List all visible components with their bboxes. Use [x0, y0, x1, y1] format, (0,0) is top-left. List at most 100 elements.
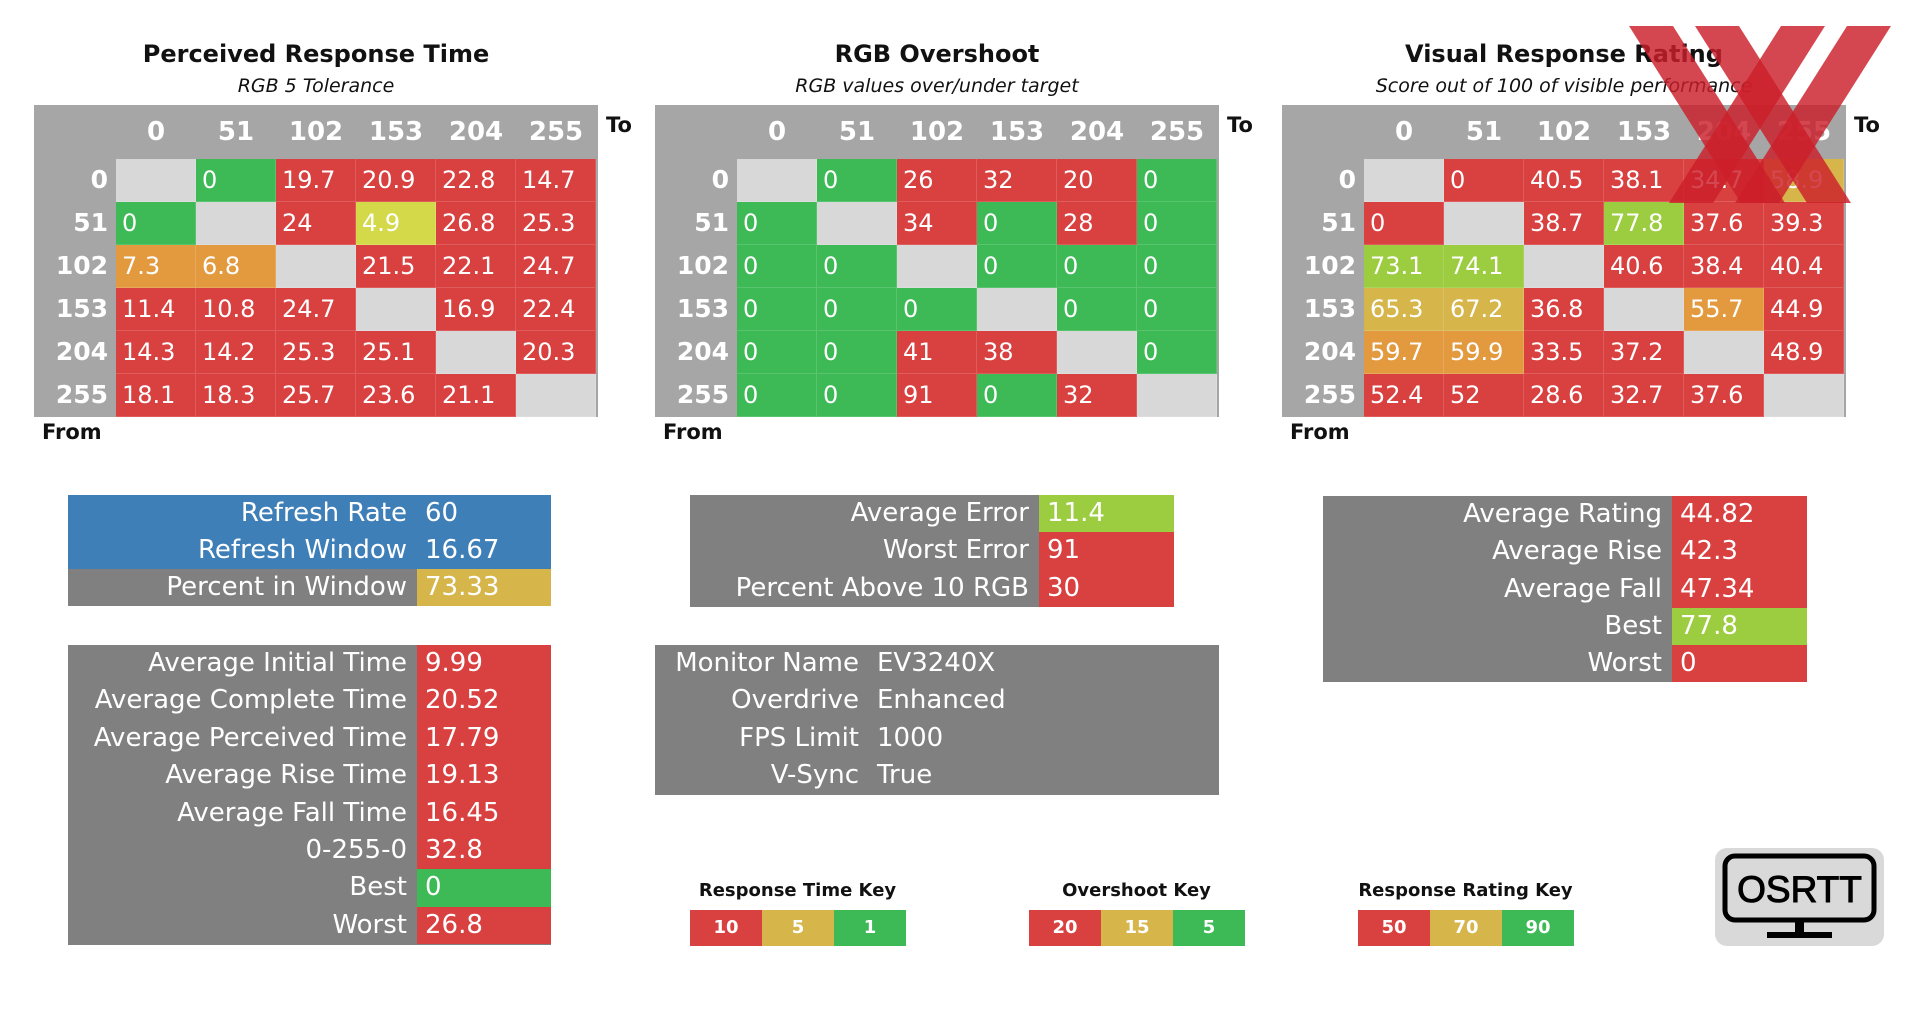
- grid-cell: 33.5: [1524, 331, 1604, 374]
- stat-value: 16.45: [417, 794, 551, 832]
- stat-row: Average Rise Time 19.13: [68, 757, 551, 795]
- grid-cell: [1137, 374, 1217, 417]
- grid-cell: 77.8: [1604, 202, 1684, 245]
- grid-cell: [1444, 202, 1524, 245]
- stat-row: Best 0: [68, 869, 551, 907]
- stat-label: Average Rating: [1463, 499, 1662, 529]
- grid-cell: 14.2: [196, 331, 276, 374]
- stat-label: Average Fall Time: [177, 797, 407, 828]
- stat-row: Average Rise 42.3: [1323, 533, 1807, 571]
- grid-cell: 24.7: [516, 245, 596, 288]
- stat-row: Average Initial Time 9.99: [68, 645, 551, 683]
- stat-label: Average Rise: [1492, 536, 1662, 567]
- row-header: 0: [711, 165, 729, 194]
- stat-label: Worst: [1587, 648, 1662, 679]
- stat-value: 60: [417, 495, 551, 532]
- stat-value: 32.8: [417, 832, 551, 870]
- grid-cell: [1524, 245, 1604, 288]
- grid-cell: 25.3: [276, 331, 356, 374]
- grid-cell: 0: [817, 245, 897, 288]
- stat-label: Average Rise Time: [165, 760, 407, 791]
- grid-cell: 67.2: [1444, 288, 1524, 331]
- grid-cell: 24.7: [276, 288, 356, 331]
- grid-cell: 0: [737, 374, 817, 417]
- grid-cell: 74.1: [1444, 245, 1524, 288]
- monitor-info-box: Monitor Name EV3240X Overdrive Enhanced FPS …: [655, 645, 1219, 795]
- grid-cell: [1364, 159, 1444, 202]
- grid-cell: 0: [1057, 245, 1137, 288]
- stat-label: Monitor Name: [675, 648, 859, 678]
- grid-cell: 16.9: [436, 288, 516, 331]
- grid-cell: 0: [897, 288, 977, 331]
- stat-label: Percent in Window: [166, 572, 407, 602]
- svg-text:OSRTT: OSRTT: [1737, 869, 1862, 910]
- row-header: 102: [1303, 251, 1356, 280]
- from-label: From: [1290, 420, 1350, 444]
- row-header: 51: [694, 208, 729, 237]
- stat-row: Worst 0: [1323, 645, 1807, 683]
- grid-cell: [1057, 331, 1137, 374]
- grid-cell: 0: [1137, 331, 1217, 374]
- grid-cell: 55.7: [1684, 288, 1764, 331]
- stat-value: EV3240X: [877, 648, 996, 678]
- column-header: 255: [528, 117, 584, 147]
- grid-cell: 22.1: [436, 245, 516, 288]
- grid-cell: 0: [817, 374, 897, 417]
- grid-cell: [977, 288, 1057, 331]
- stat-row: Percent in Window 73.33: [68, 569, 551, 606]
- grid-cell: 22.4: [516, 288, 596, 331]
- stat-label: Refresh Window: [198, 535, 407, 565]
- column-header: 102: [288, 117, 344, 147]
- from-label: From: [663, 420, 723, 444]
- grid-cell: 0: [116, 202, 196, 245]
- grid-cell: 0: [737, 331, 817, 374]
- column-header: 153: [1616, 117, 1672, 147]
- grid-cell: 26: [897, 159, 977, 202]
- key-cell: 5: [1173, 910, 1245, 946]
- grid-cell: 38.7: [1524, 202, 1604, 245]
- stat-row: Average Rating 44.82: [1323, 496, 1807, 534]
- key-title: Overshoot Key: [1062, 880, 1211, 901]
- stat-row: Average Error 11.4: [690, 495, 1174, 533]
- grid-cell: 0: [1137, 159, 1217, 202]
- grid-cell: 7.3: [116, 245, 196, 288]
- grid-cell: 48.9: [1764, 331, 1844, 374]
- transition-grid: 0511021532042550040.538.134.758.951038.7…: [1282, 105, 1846, 417]
- stat-row: Average Perceived Time 17.79: [68, 719, 551, 758]
- from-label: From: [42, 420, 102, 444]
- grid-cell: 0: [1137, 245, 1217, 288]
- grid-cell: 65.3: [1364, 288, 1444, 331]
- panel-subtitle: Score out of 100 of visible performance: [1375, 75, 1753, 97]
- stat-value: 20.52: [417, 682, 551, 720]
- grid-cell: 21.5: [356, 245, 436, 288]
- stat-row: Average Complete Time 20.52: [68, 682, 551, 720]
- to-label: To: [1227, 113, 1253, 137]
- stat-label: FPS Limit: [739, 722, 859, 753]
- stat-value: Enhanced: [877, 685, 1006, 716]
- stat-row: Worst Error 91: [690, 532, 1174, 570]
- grid-cell: 0: [737, 288, 817, 331]
- column-header: 51: [838, 117, 876, 147]
- stat-value: 30: [1039, 569, 1174, 607]
- rating-stats-box: Average Rating 44.82 Average Rise 42.3 Avera…: [1323, 496, 1807, 683]
- column-header: 102: [1536, 117, 1592, 147]
- key-cell: 70: [1430, 910, 1502, 946]
- column-header: 51: [217, 117, 255, 147]
- stat-row: V-Sync True: [655, 757, 1219, 794]
- grid-cell: 34: [897, 202, 977, 245]
- row-header: 153: [55, 294, 108, 323]
- stat-value: True: [877, 760, 933, 791]
- grid-cell: 14.7: [516, 159, 596, 202]
- row-header: 102: [55, 251, 108, 280]
- grid-cell: 28: [1057, 202, 1137, 245]
- refresh-stats-box: Refresh Rate 60 Refresh Window 16.67 Percent…: [68, 495, 551, 606]
- stat-value: 16.67: [417, 532, 551, 569]
- stat-label: Average Fall: [1504, 573, 1662, 604]
- red-x-watermark-icon: [1629, 26, 1891, 203]
- stat-row: FPS Limit 1000: [655, 720, 1219, 757]
- grid-cell: 0: [1364, 202, 1444, 245]
- key-cell: 5: [762, 910, 834, 946]
- grid-cell: 14.3: [116, 331, 196, 374]
- stat-label: Best: [349, 872, 407, 903]
- stat-label: Worst: [332, 909, 407, 940]
